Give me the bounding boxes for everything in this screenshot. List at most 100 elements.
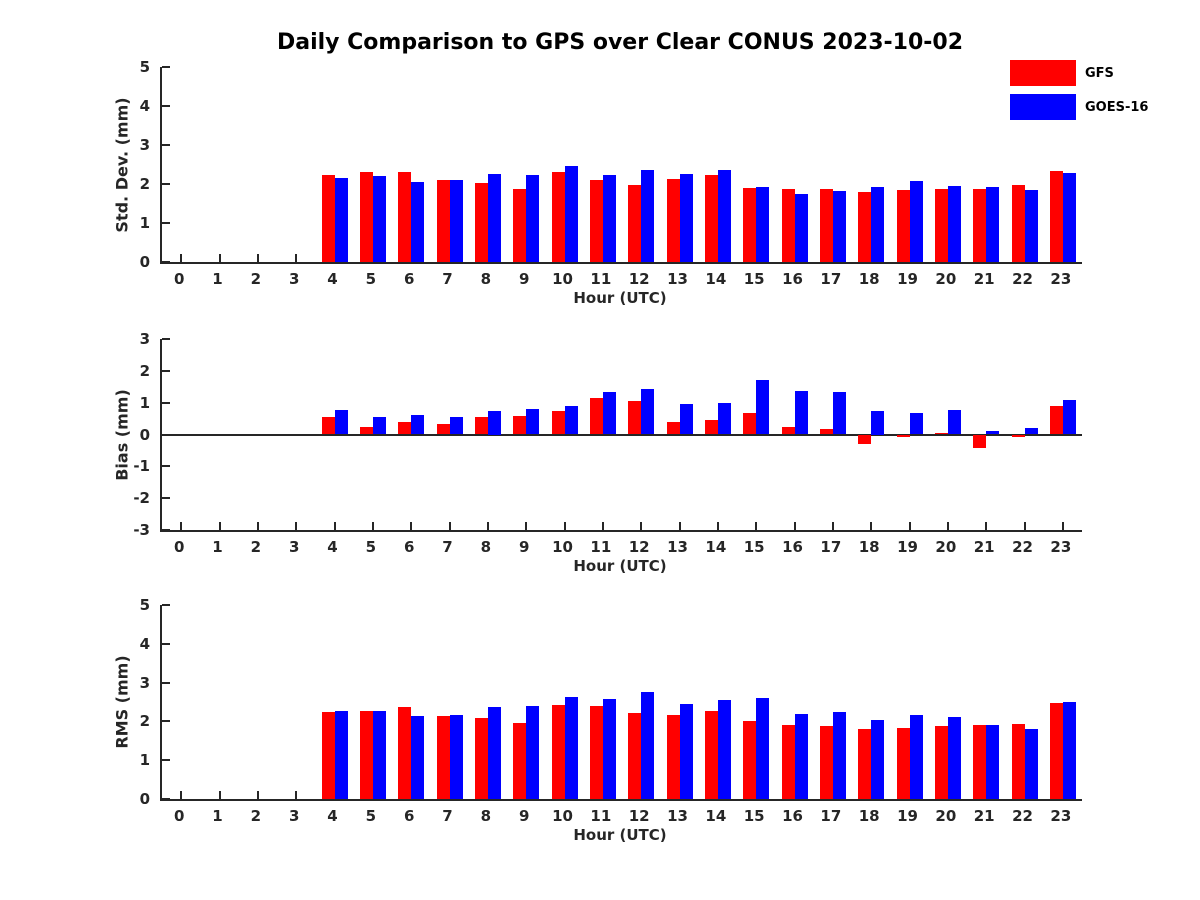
x-tick-label: 13 <box>667 538 688 556</box>
bar-gfs-h5 <box>359 172 373 262</box>
y-tick-label: 3 <box>139 136 150 154</box>
y-tick-label: 4 <box>139 634 150 653</box>
bar-goes16-h16 <box>794 194 808 262</box>
x-tick <box>295 254 298 262</box>
bar-gfs-h23 <box>1049 170 1063 262</box>
x-tick <box>218 254 221 262</box>
x-tick-label: 1 <box>212 270 223 288</box>
bar-gfs-h20 <box>934 432 948 435</box>
bar-goes16-h9 <box>526 409 540 435</box>
y-tick-label: 2 <box>139 175 150 193</box>
x-tick <box>1061 791 1064 799</box>
y-tick <box>162 759 170 762</box>
bar-goes16-h22 <box>1024 728 1038 799</box>
bar-goes16-h12 <box>641 389 655 435</box>
bar-goes16-h21 <box>986 431 1000 435</box>
bar-goes16-h7 <box>449 715 463 799</box>
y-tick-label: -1 <box>133 457 150 476</box>
x-tick <box>410 254 413 262</box>
x-tick <box>448 254 451 262</box>
bar-gfs-h8 <box>474 417 488 435</box>
x-tick <box>716 791 719 799</box>
bar-gfs-h11 <box>589 179 603 262</box>
y-tick <box>162 105 170 107</box>
x-tick <box>525 522 528 530</box>
x-tick <box>525 791 528 799</box>
x-tick <box>985 791 988 799</box>
bar-goes16-h19 <box>909 180 923 262</box>
x-tick-label: 14 <box>705 538 727 556</box>
x-tick-label: 21 <box>973 807 995 825</box>
x-tick-label: 5 <box>365 270 377 288</box>
bar-goes16-h17 <box>832 391 846 435</box>
y-tick-label: 0 <box>139 790 150 808</box>
bar-goes16-h6 <box>411 182 425 262</box>
bar-gfs-h18 <box>858 728 872 799</box>
x-tick-label: 23 <box>1050 538 1072 556</box>
x-tick-label: 4 <box>327 538 338 556</box>
x-tick <box>410 522 413 530</box>
y-tick-label: 1 <box>139 393 150 412</box>
bar-gfs-h7 <box>436 180 450 262</box>
x-tick-label: 23 <box>1050 807 1072 825</box>
bar-gfs-h22 <box>1011 434 1025 438</box>
x-tick <box>908 254 911 262</box>
x-tick-label: 8 <box>480 538 492 556</box>
plot-area-bias <box>160 338 1082 532</box>
x-tick-label: 12 <box>628 538 650 556</box>
bar-gfs-h17 <box>819 429 833 435</box>
bar-goes16-h5 <box>372 416 386 435</box>
x-tick-label: 5 <box>365 807 377 825</box>
bar-goes16-h12 <box>641 692 655 799</box>
bar-gfs-h16 <box>781 725 795 799</box>
x-tick-label: 9 <box>518 270 530 288</box>
bar-goes16-h11 <box>602 699 616 799</box>
x-tick <box>448 522 451 530</box>
bar-gfs-h6 <box>398 422 412 435</box>
bar-gfs-h12 <box>628 712 642 799</box>
bar-gfs-h9 <box>513 188 527 262</box>
bar-gfs-h22 <box>1011 724 1025 799</box>
x-tick-label: 11 <box>590 807 612 825</box>
x-tick <box>486 254 489 262</box>
x-tick-label: 9 <box>518 807 530 825</box>
x-tick <box>908 791 911 799</box>
y-tick-label: 2 <box>139 361 150 380</box>
x-tick-label: 4 <box>327 270 338 288</box>
bar-gfs-h12 <box>628 401 642 435</box>
x-tick <box>946 254 949 262</box>
x-tick-label: 12 <box>628 270 650 288</box>
x-tick-label: 17 <box>820 807 842 825</box>
x-tick <box>1061 522 1064 530</box>
x-tick-label: 22 <box>1012 807 1033 825</box>
y-tick <box>162 222 170 224</box>
bar-gfs-h7 <box>436 715 450 799</box>
x-tick <box>1023 254 1026 262</box>
bar-goes16-h8 <box>487 174 501 262</box>
bar-goes16-h9 <box>526 174 540 262</box>
y-tick <box>162 497 170 500</box>
bar-goes16-h16 <box>794 390 808 435</box>
x-tick-label: 9 <box>518 538 530 556</box>
x-tick <box>601 791 604 799</box>
x-tick-label: 10 <box>552 538 573 556</box>
bar-goes16-h14 <box>717 700 731 799</box>
y-tick <box>162 529 170 531</box>
x-tick-label: 22 <box>1012 538 1033 556</box>
x-tick-label: 17 <box>820 538 842 556</box>
y-tick <box>162 642 170 645</box>
x-tick-label: 14 <box>705 270 727 288</box>
y-tick <box>162 66 170 68</box>
x-tick <box>678 254 681 262</box>
legend-swatch-goes16 <box>1010 94 1076 120</box>
legend-swatch-gfs <box>1010 60 1076 86</box>
bar-goes16-h12 <box>641 169 655 262</box>
bar-goes16-h8 <box>487 707 501 799</box>
x-tick <box>486 791 489 799</box>
x-tick-label: 16 <box>782 807 803 825</box>
y-tick <box>162 465 170 468</box>
bar-goes16-h4 <box>334 409 348 435</box>
x-tick <box>870 254 873 262</box>
